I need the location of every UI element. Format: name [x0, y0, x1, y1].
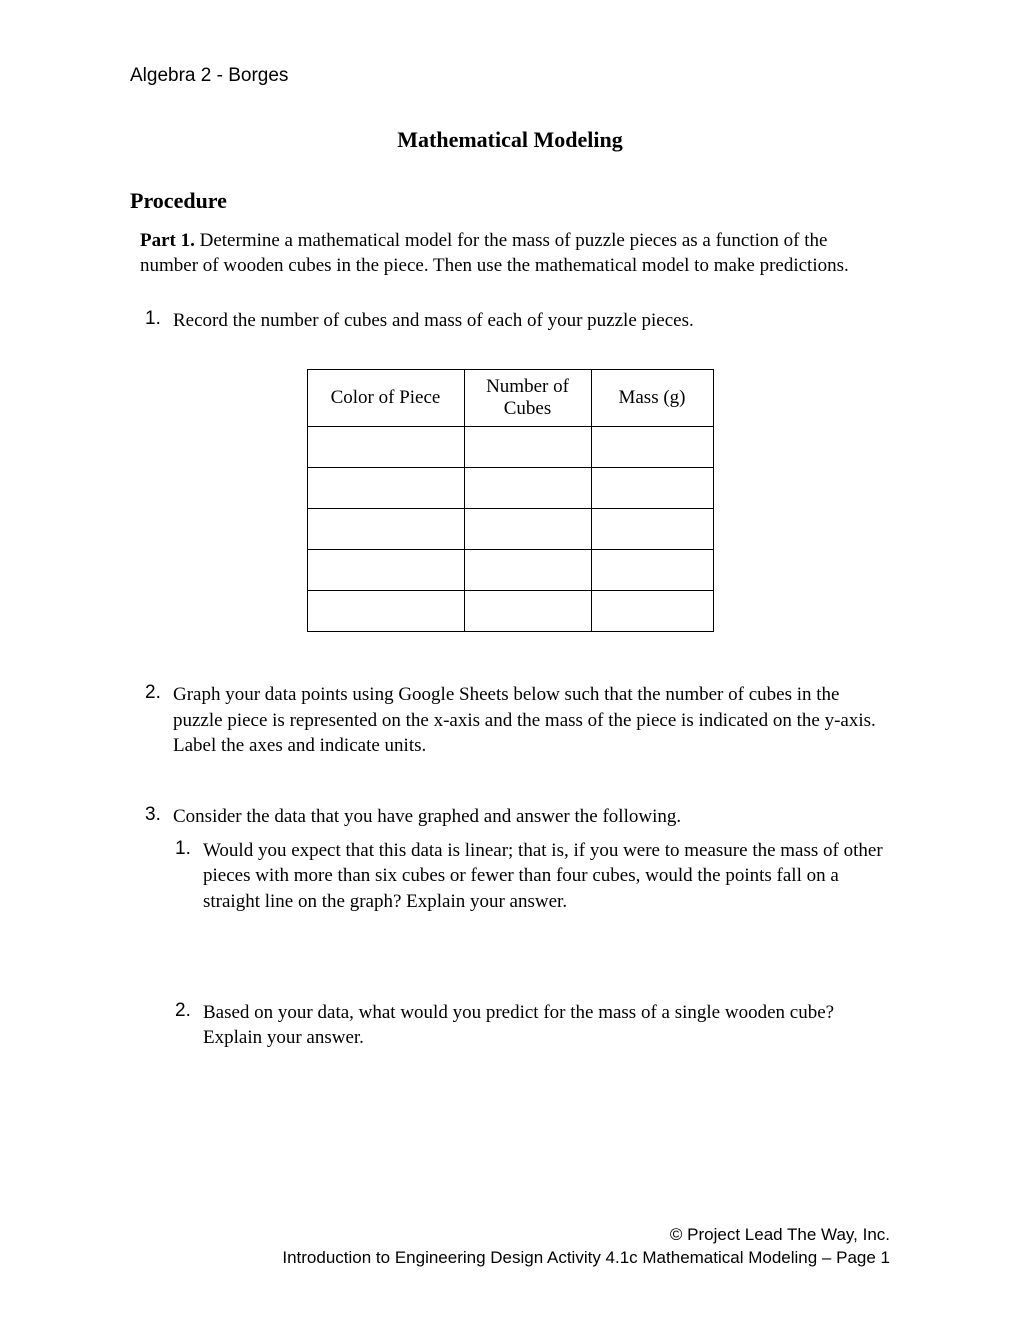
table-cell: [464, 591, 591, 632]
puzzle-data-table: Color of Piece Number of Cubes Mass (g): [307, 369, 714, 632]
table-row: [307, 427, 713, 468]
table-cell: [464, 509, 591, 550]
step-number: 3.: [145, 804, 173, 830]
table-body: [307, 427, 713, 632]
step-text: Record the number of cubes and mass of e…: [173, 308, 694, 334]
step-2: 2. Graph your data points using Google S…: [145, 682, 890, 759]
table-header-row: Color of Piece Number of Cubes Mass (g): [307, 370, 713, 427]
part1-label: Part 1.: [140, 230, 195, 251]
step-1: 1. Record the number of cubes and mass o…: [145, 308, 890, 334]
steps-list: 1. Record the number of cubes and mass o…: [145, 308, 890, 334]
step-text: Consider the data that you have graphed …: [173, 804, 681, 830]
table-cell: [307, 468, 464, 509]
document-page: Algebra 2 - Borges Mathematical Modeling…: [0, 0, 1020, 1320]
sub-number: 1.: [175, 838, 203, 915]
step-3: 3. Consider the data that you have graph…: [145, 804, 890, 1051]
part1-intro: Part 1. Determine a mathematical model f…: [140, 229, 890, 278]
sub-step-1: 1. Would you expect that this data is li…: [175, 838, 890, 915]
col-header-color: Color of Piece: [307, 370, 464, 427]
sub-step-2: 2. Based on your data, what would you pr…: [175, 1000, 890, 1051]
table-row: [307, 550, 713, 591]
table-cell: [464, 550, 591, 591]
table-cell: [591, 427, 713, 468]
table-cell: [591, 591, 713, 632]
table-cell: [464, 468, 591, 509]
table-row: [307, 468, 713, 509]
step-number: 2.: [145, 682, 173, 759]
document-title: Mathematical Modeling: [130, 127, 890, 153]
procedure-heading: Procedure: [130, 188, 890, 214]
course-header: Algebra 2 - Borges: [130, 65, 890, 87]
table-cell: [591, 509, 713, 550]
col-header-mass: Mass (g): [591, 370, 713, 427]
footer-copyright: © Project Lead The Way, Inc.: [282, 1224, 890, 1247]
table-cell: [591, 550, 713, 591]
page-footer: © Project Lead The Way, Inc. Introductio…: [282, 1224, 890, 1270]
table-cell: [307, 550, 464, 591]
table-cell: [307, 509, 464, 550]
step-text: Graph your data points using Google Shee…: [173, 682, 890, 759]
footer-page-info: Introduction to Engineering Design Activ…: [282, 1247, 890, 1270]
table-cell: [464, 427, 591, 468]
sub-number: 2.: [175, 1000, 203, 1051]
table-cell: [307, 591, 464, 632]
sub-text: Would you expect that this data is linea…: [203, 838, 890, 915]
table-row: [307, 509, 713, 550]
col-header-cubes: Number of Cubes: [464, 370, 591, 427]
sub-steps-list: 1. Would you expect that this data is li…: [175, 838, 890, 1051]
part1-text: Determine a mathematical model for the m…: [140, 230, 849, 276]
table-cell: [307, 427, 464, 468]
step-number: 1.: [145, 308, 173, 334]
steps-list-cont: 2. Graph your data points using Google S…: [145, 682, 890, 1051]
table-cell: [591, 468, 713, 509]
table-row: [307, 591, 713, 632]
sub-text: Based on your data, what would you predi…: [203, 1000, 890, 1051]
